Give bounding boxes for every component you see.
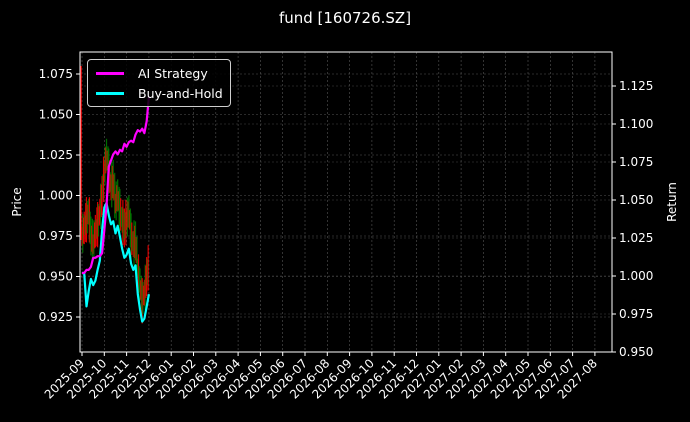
buy-and-hold-swatch-icon [96, 91, 124, 95]
y2-tick-label: 1.075 [619, 155, 653, 169]
y-tick-label: 1.000 [39, 189, 73, 203]
y2-tick-label: 1.100 [619, 117, 653, 131]
buy-and-hold-line [82, 201, 150, 323]
y2-tick-label: 1.000 [619, 269, 653, 283]
y2-axis-label: Return [665, 182, 679, 222]
y2-tick-label: 0.950 [619, 345, 653, 359]
ai-strategy-line [82, 96, 150, 275]
y2-tick-label: 0.975 [619, 307, 653, 321]
legend-item-buy-and-hold: Buy-and-Hold [96, 84, 223, 102]
y2-tick-label: 1.125 [619, 79, 653, 93]
legend-label: AI Strategy [138, 65, 208, 81]
y-axis-label: Price [10, 187, 24, 216]
legend: AI Strategy Buy-and-Hold [87, 59, 231, 107]
y-tick-label: 0.975 [39, 229, 73, 243]
y-tick-label: 1.050 [39, 108, 73, 122]
y-tick-label: 0.925 [39, 310, 73, 324]
y2-tick-label: 1.050 [619, 193, 653, 207]
y-tick-label: 1.025 [39, 148, 73, 162]
legend-label: Buy-and-Hold [138, 85, 223, 101]
chart-title: fund [160726.SZ] [278, 9, 412, 27]
y-tick-label: 1.075 [39, 67, 73, 81]
y-tick-label: 0.950 [39, 270, 73, 284]
plot-frame [79, 51, 613, 353]
ai-strategy-swatch-icon [96, 71, 124, 75]
legend-item-ai-strategy: AI Strategy [96, 64, 208, 82]
y2-tick-label: 1.025 [619, 231, 653, 245]
